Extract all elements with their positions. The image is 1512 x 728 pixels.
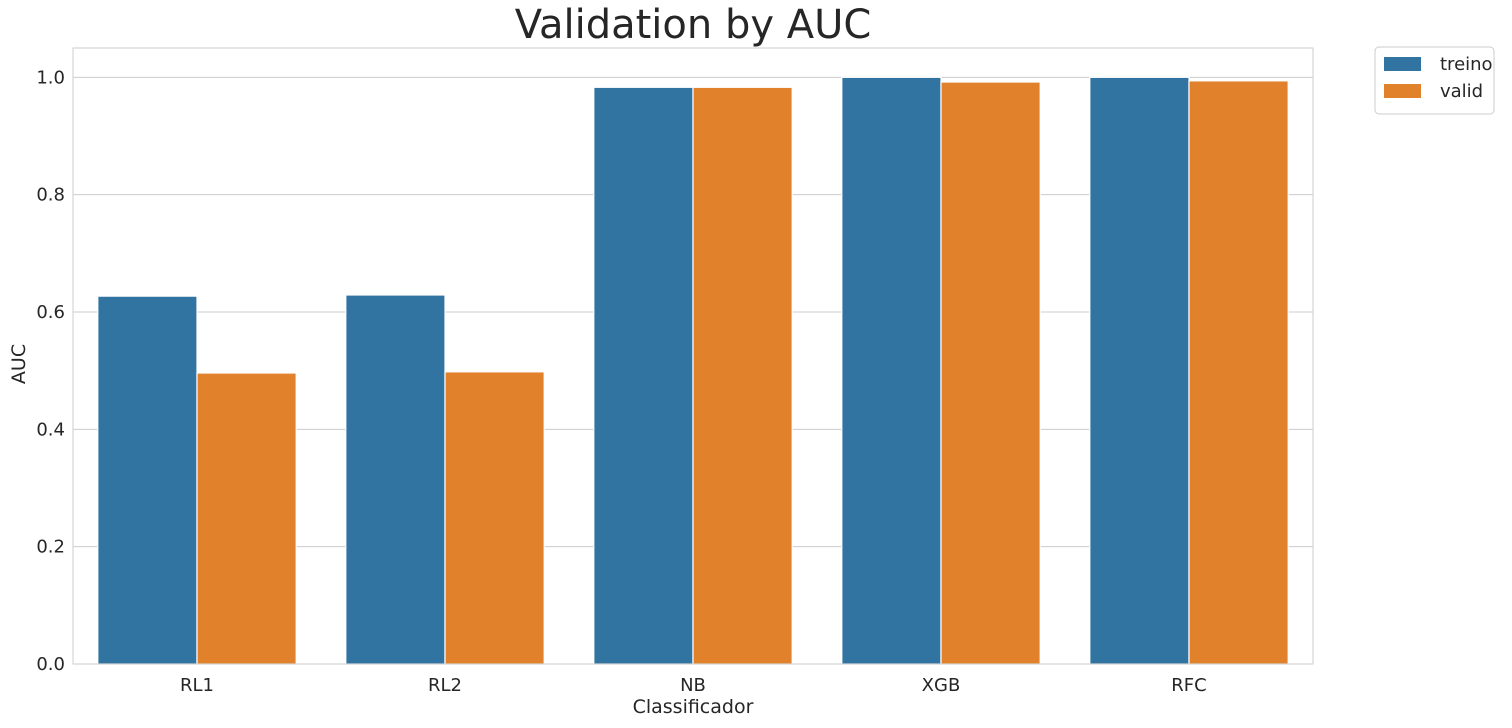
bar-valid-rfc <box>1188 80 1289 665</box>
y-tick-label: 0.2 <box>36 537 65 558</box>
x-tick-label: RL2 <box>428 675 462 696</box>
bars <box>97 76 1289 665</box>
chart-title: Validation by AUC <box>515 2 872 48</box>
x-tick-label: RL1 <box>180 675 214 696</box>
bar-treino-rfc <box>1089 76 1190 665</box>
legend-swatch-valid <box>1384 84 1421 98</box>
y-ticks: 0.0 0.2 0.4 0.6 0.8 1.0 <box>36 67 65 675</box>
y-tick-label: 0.8 <box>36 185 65 206</box>
bar-treino-nb <box>593 86 694 665</box>
y-tick-label: 0.4 <box>36 419 65 440</box>
plot-frame <box>72 47 1314 665</box>
bar-valid-nb <box>692 86 793 665</box>
bar-valid-rl2 <box>444 371 545 665</box>
y-tick-label: 1.0 <box>36 67 65 88</box>
bar-treino-rl1 <box>97 295 198 665</box>
legend-swatch-treino <box>1384 57 1421 71</box>
x-tick-label: NB <box>680 675 706 696</box>
legend-label-valid: valid <box>1440 81 1483 102</box>
y-axis-label: AUC <box>8 344 30 384</box>
bar-valid-rl1 <box>196 372 297 665</box>
bar-treino-rl2 <box>345 294 446 665</box>
x-tick-label: RFC <box>1171 675 1206 696</box>
bar-valid-xgb <box>940 81 1041 665</box>
x-axis-label: Classificador <box>633 696 754 718</box>
y-tick-label: 0.6 <box>36 302 65 323</box>
legend-label-treino: treino <box>1440 54 1493 75</box>
y-tick-label: 0.0 <box>36 654 65 675</box>
bar-treino-xgb <box>841 76 942 665</box>
x-ticks: RL1 RL2 NB XGB RFC <box>180 675 1207 696</box>
legend: treino valid <box>1374 46 1495 115</box>
x-tick-label: XGB <box>922 675 961 696</box>
